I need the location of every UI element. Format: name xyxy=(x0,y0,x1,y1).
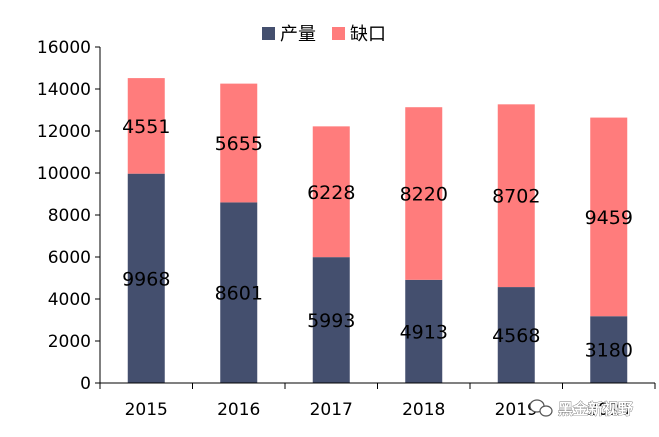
y-axis: 0 2000 4000 6000 8000 10000 12000 14000 16000 xyxy=(37,38,101,394)
data-label: 4913 xyxy=(400,321,448,343)
x-tick-label: 2015 xyxy=(125,400,168,420)
y-tick-label: 8000 xyxy=(48,206,91,226)
x-tick-label: 2020 xyxy=(587,400,630,420)
bar-segment-production xyxy=(220,202,258,383)
x-tick-label: 2016 xyxy=(217,400,260,420)
bar-segment-production xyxy=(312,257,350,383)
legend: 产量 缺口 xyxy=(262,24,386,45)
data-label: 5993 xyxy=(307,310,355,332)
bar-segment-gap xyxy=(312,126,350,258)
legend-swatch-production xyxy=(262,27,275,40)
bar-segment-gap xyxy=(127,78,165,174)
y-tick-label: 12000 xyxy=(37,122,91,142)
wechat-icon xyxy=(529,399,553,417)
y-tick-label: 16000 xyxy=(37,38,91,58)
data-label: 8220 xyxy=(400,184,448,206)
x-axis: 2015 2016 2017 2018 2019 2020 xyxy=(99,382,656,420)
legend-label-production: 产量 xyxy=(280,24,316,45)
y-tick-label: 4000 xyxy=(48,290,91,310)
data-label: 4568 xyxy=(492,325,540,347)
data-label: 9968 xyxy=(122,268,170,290)
bar-segment-gap xyxy=(590,117,628,317)
watermark: 黑金新视野 xyxy=(529,399,633,418)
legend-label-gap: 缺口 xyxy=(350,24,386,45)
bar-segment-production xyxy=(405,279,443,383)
x-tick-label: 2019 xyxy=(495,400,538,420)
data-label: 8702 xyxy=(492,186,540,208)
y-tick-label: 0 xyxy=(80,374,91,394)
data-label: 4551 xyxy=(122,116,170,138)
data-labels: 9968 4551 8601 5655 5993 6228 4913 8220 4568 8702… xyxy=(122,116,633,362)
y-tick-label: 14000 xyxy=(37,80,91,100)
data-label: 9459 xyxy=(585,207,633,229)
data-label: 8601 xyxy=(215,283,263,305)
bar-segment-production xyxy=(590,316,628,383)
y-tick-label: 10000 xyxy=(37,164,91,184)
bar-segment-production xyxy=(497,287,535,383)
bar-segment-gap xyxy=(220,83,258,203)
bars xyxy=(127,78,628,383)
x-tick-label: 2018 xyxy=(402,400,445,420)
data-label: 3180 xyxy=(585,340,633,362)
x-tick-label: 2017 xyxy=(310,400,353,420)
bar-segment-gap xyxy=(497,104,535,288)
watermark-text: 黑金新视野 xyxy=(558,400,633,418)
bar-segment-gap xyxy=(405,107,443,280)
data-label: 6228 xyxy=(307,182,355,204)
legend-swatch-gap xyxy=(332,27,345,40)
data-label: 5655 xyxy=(215,133,263,155)
y-tick-label: 6000 xyxy=(48,248,91,268)
y-tick-label: 2000 xyxy=(48,332,91,352)
bar-segment-production xyxy=(127,173,165,383)
